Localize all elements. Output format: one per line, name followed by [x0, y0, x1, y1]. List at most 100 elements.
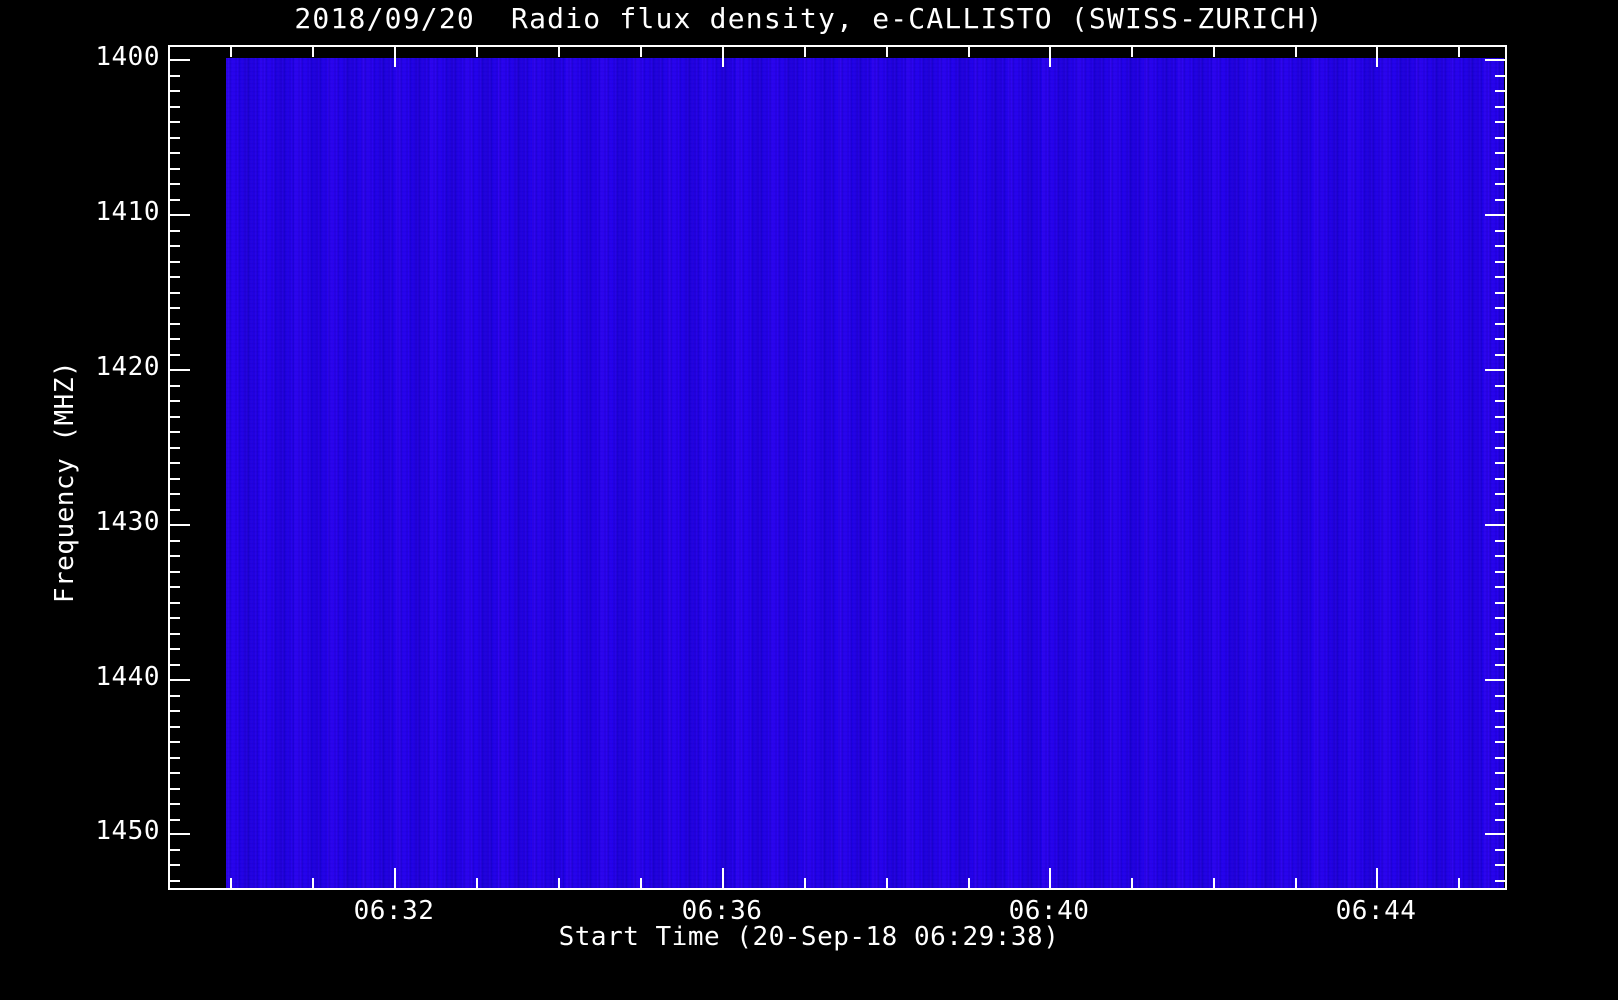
- y-minor-tick: [168, 788, 180, 790]
- y-major-tick: [168, 524, 190, 526]
- y-minor-tick: [168, 137, 180, 139]
- y-minor-tick: [168, 106, 180, 108]
- y-axis-caption: Frequency (MHZ): [50, 360, 80, 604]
- y-minor-tick-right: [1495, 540, 1507, 542]
- y-minor-tick-right: [1495, 772, 1507, 774]
- y-minor-tick: [168, 803, 180, 805]
- y-minor-tick: [168, 292, 180, 294]
- y-minor-tick-right: [1495, 431, 1507, 433]
- x-major-tick: [1376, 868, 1378, 890]
- y-minor-tick-right: [1495, 695, 1507, 697]
- x-minor-tick: [640, 878, 642, 890]
- y-minor-tick-right: [1495, 849, 1507, 851]
- y-minor-tick: [168, 168, 180, 170]
- spectrogram-image: [226, 58, 1504, 888]
- y-minor-tick-right: [1495, 90, 1507, 92]
- y-minor-tick-right: [1495, 648, 1507, 650]
- y-minor-tick: [168, 819, 180, 821]
- y-minor-tick-right: [1495, 757, 1507, 759]
- y-minor-tick: [168, 323, 180, 325]
- y-minor-tick: [168, 540, 180, 542]
- x-minor-tick: [312, 878, 314, 890]
- y-major-tick: [168, 59, 190, 61]
- y-minor-tick-right: [1495, 75, 1507, 77]
- x-minor-tick: [558, 878, 560, 890]
- x-tick-label: 06:44: [1335, 896, 1417, 926]
- x-major-tick: [1049, 868, 1051, 890]
- x-minor-tick: [886, 878, 888, 890]
- y-minor-tick-right: [1495, 447, 1507, 449]
- y-minor-tick: [168, 478, 180, 480]
- x-major-tick-top: [1049, 45, 1051, 67]
- x-major-tick-top: [394, 45, 396, 67]
- x-minor-tick-top: [640, 45, 642, 57]
- y-minor-tick-right: [1495, 323, 1507, 325]
- y-minor-tick-right: [1495, 788, 1507, 790]
- y-minor-tick-right: [1495, 261, 1507, 263]
- y-minor-tick: [168, 741, 180, 743]
- y-minor-tick-right: [1495, 400, 1507, 402]
- y-minor-tick: [168, 385, 180, 387]
- y-minor-tick-right: [1495, 819, 1507, 821]
- y-minor-tick: [168, 75, 180, 77]
- y-minor-tick-right: [1495, 509, 1507, 511]
- y-major-tick-right: [1485, 833, 1507, 835]
- x-minor-tick: [968, 878, 970, 890]
- x-minor-tick: [230, 878, 232, 890]
- x-tick-label: 06:32: [353, 896, 435, 926]
- x-minor-tick-top: [1295, 45, 1297, 57]
- y-minor-tick-right: [1495, 338, 1507, 340]
- y-minor-tick: [168, 230, 180, 232]
- y-tick-label: 1400: [95, 42, 160, 72]
- y-minor-tick: [168, 633, 180, 635]
- y-tick-label: 1440: [95, 662, 160, 692]
- y-major-tick-right: [1485, 214, 1507, 216]
- y-minor-tick-right: [1495, 664, 1507, 666]
- x-minor-tick-top: [230, 45, 232, 57]
- y-minor-tick-right: [1495, 571, 1507, 573]
- y-major-tick-right: [1485, 679, 1507, 681]
- y-minor-tick: [168, 400, 180, 402]
- y-tick-label: 1430: [95, 507, 160, 537]
- y-minor-tick: [168, 695, 180, 697]
- x-minor-tick-top: [312, 45, 314, 57]
- y-minor-tick-right: [1495, 245, 1507, 247]
- y-minor-tick: [168, 586, 180, 588]
- x-minor-tick: [1458, 878, 1460, 890]
- y-minor-tick-right: [1495, 199, 1507, 201]
- y-minor-tick: [168, 757, 180, 759]
- x-minor-tick: [1213, 878, 1215, 890]
- y-major-tick-right: [1485, 369, 1507, 371]
- y-minor-tick: [168, 864, 180, 866]
- y-major-tick: [168, 369, 190, 371]
- y-minor-tick-right: [1495, 106, 1507, 108]
- y-major-tick: [168, 214, 190, 216]
- y-minor-tick-right: [1495, 602, 1507, 604]
- y-minor-tick: [168, 307, 180, 309]
- x-minor-tick-top: [1458, 45, 1460, 57]
- y-minor-tick-right: [1495, 478, 1507, 480]
- x-minor-tick: [1295, 878, 1297, 890]
- y-minor-tick-right: [1495, 726, 1507, 728]
- y-minor-tick-right: [1495, 493, 1507, 495]
- y-tick-label: 1410: [95, 197, 160, 227]
- y-minor-tick: [168, 90, 180, 92]
- y-minor-tick: [168, 431, 180, 433]
- y-minor-tick-right: [1495, 633, 1507, 635]
- y-minor-tick-right: [1495, 880, 1507, 882]
- y-minor-tick: [168, 849, 180, 851]
- y-minor-tick: [168, 571, 180, 573]
- x-minor-tick-top: [968, 45, 970, 57]
- y-minor-tick-right: [1495, 803, 1507, 805]
- y-minor-tick-right: [1495, 741, 1507, 743]
- y-tick-label: 1420: [95, 352, 160, 382]
- y-minor-tick: [168, 664, 180, 666]
- x-major-tick: [394, 868, 396, 890]
- y-minor-tick: [168, 199, 180, 201]
- x-minor-tick: [804, 878, 806, 890]
- y-minor-tick-right: [1495, 183, 1507, 185]
- y-minor-tick-right: [1495, 168, 1507, 170]
- y-major-tick-right: [1485, 524, 1507, 526]
- y-minor-tick: [168, 416, 180, 418]
- y-minor-tick-right: [1495, 307, 1507, 309]
